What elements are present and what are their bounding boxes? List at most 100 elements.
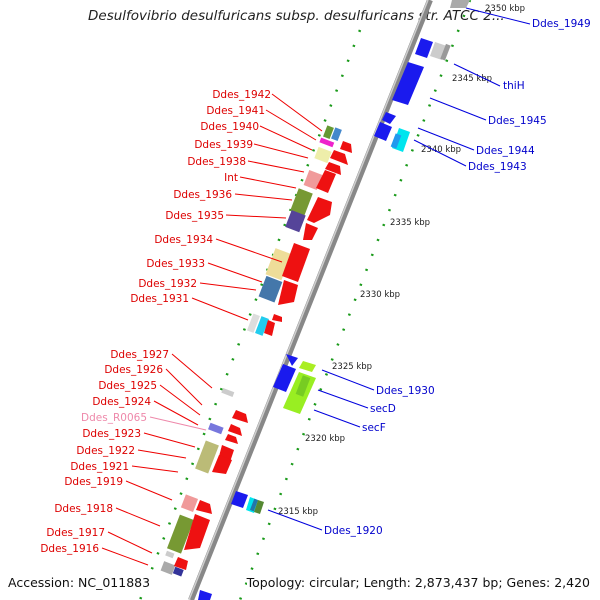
gene-label[interactable]: Ddes_1949 (532, 18, 591, 30)
right-labels: Ddes_1949 thiH Ddes_1945 Ddes_1944 Ddes_… (267, 7, 591, 537)
gene-block[interactable] (165, 550, 175, 559)
chromosome-backbone-highlight (188, 0, 429, 600)
gene-arrow[interactable] (307, 197, 332, 223)
gene-label[interactable]: Ddes_1932 (138, 278, 197, 290)
gene-arrow[interactable] (299, 361, 316, 372)
tick-track-left (138, 29, 362, 600)
gene-domain (249, 498, 259, 512)
gene-arrow[interactable] (174, 557, 188, 570)
gene-label[interactable]: Ddes_1941 (206, 105, 265, 117)
gene-label[interactable]: Ddes_1940 (200, 121, 259, 133)
kbp-label: 2320 kbp (305, 434, 345, 444)
gene-label[interactable]: Ddes_1923 (82, 428, 141, 440)
gene-label[interactable]: Ddes_1921 (70, 461, 129, 473)
gene-block[interactable] (255, 316, 269, 336)
gene-block[interactable] (180, 494, 199, 513)
gene-block[interactable] (195, 440, 219, 474)
gene-label[interactable]: Ddes_1933 (146, 258, 205, 270)
left-labels: Ddes_1942 Ddes_1941 Ddes_1940 Ddes_1939 … (40, 89, 323, 566)
kbp-label: 2315 kbp (278, 507, 318, 517)
gene-arrow[interactable] (196, 500, 212, 514)
gene-block[interactable] (172, 566, 184, 577)
gene-arrow[interactable] (415, 38, 433, 58)
gene-arrow[interactable] (382, 112, 396, 124)
gene-block[interactable] (258, 275, 283, 303)
gene-label[interactable]: Ddes_1924 (92, 396, 151, 408)
gene-label[interactable]: Ddes_1943 (468, 161, 527, 173)
gene-block[interactable] (323, 125, 334, 140)
gene-arrow[interactable] (254, 500, 264, 514)
kbp-label: 2330 kbp (360, 290, 400, 300)
gene-arrow[interactable] (212, 455, 232, 474)
gene-arrow[interactable] (325, 162, 341, 175)
gene-arrow[interactable] (198, 590, 212, 600)
gene-arrow[interactable] (184, 514, 210, 550)
gene-block[interactable] (290, 188, 313, 217)
gene-label[interactable]: Ddes_1920 (324, 525, 383, 537)
gene-arrow[interactable] (272, 314, 282, 322)
gene-label[interactable]: Ddes_1926 (104, 364, 163, 376)
gene-label[interactable]: Ddes_1944 (476, 145, 535, 157)
gene-label[interactable]: Ddes_1934 (154, 234, 213, 246)
gene-domain (390, 133, 402, 149)
gene-block[interactable] (208, 422, 224, 435)
gene-arrow[interactable] (340, 141, 352, 153)
gene-block[interactable] (314, 146, 332, 164)
gene-label[interactable]: thiH (503, 80, 525, 92)
gene-label[interactable]: Ddes_1922 (76, 445, 135, 457)
gene-block[interactable] (160, 561, 176, 575)
gene-block[interactable] (285, 210, 306, 233)
kbp-label: 2335 kbp (390, 218, 430, 228)
gene-arrow[interactable] (232, 410, 248, 423)
gene-block[interactable] (167, 514, 194, 554)
gene-label[interactable]: secF (362, 422, 386, 434)
gene-arrow[interactable] (231, 491, 248, 508)
gene-arrow[interactable] (264, 320, 275, 336)
gene-label[interactable]: Ddes_1936 (173, 189, 232, 201)
gene-arrow[interactable] (282, 243, 310, 282)
gene-label[interactable]: Ddes_1931 (130, 293, 189, 305)
gene-label[interactable]: Ddes_1945 (488, 115, 547, 127)
gene-arrow[interactable] (450, 0, 470, 8)
kbp-label: 2340 kbp (421, 145, 461, 155)
gene-arrow[interactable] (228, 424, 242, 436)
gene-label[interactable]: Int (224, 172, 238, 184)
gene-arrow[interactable] (286, 354, 298, 366)
gene-label[interactable]: Ddes_1917 (46, 527, 105, 539)
gene-label[interactable]: Ddes_1919 (64, 476, 123, 488)
gene-label[interactable]: Ddes_1927 (110, 349, 169, 361)
chromosome-backbone (188, 0, 433, 600)
gene-arrow[interactable] (303, 223, 318, 240)
gene-label[interactable]: Ddes_1918 (54, 503, 113, 515)
gene-label[interactable]: Ddes_1938 (187, 156, 246, 168)
topology-text: Topology: circular; Length: 2,873,437 bp… (246, 575, 590, 590)
gene-block[interactable] (265, 248, 292, 281)
gene-arrow[interactable] (330, 150, 348, 165)
gene-block[interactable] (221, 387, 235, 397)
left-strand-genes (160, 125, 352, 577)
kbp-label: 2345 kbp (452, 74, 492, 84)
kbp-label: 2350 kbp (485, 4, 525, 14)
gene-arrow[interactable] (316, 170, 336, 193)
gene-label[interactable]: Ddes_1930 (376, 385, 435, 397)
gene-block[interactable] (319, 137, 335, 148)
gene-arrow[interactable] (225, 434, 238, 444)
gene-arrow[interactable] (374, 122, 392, 141)
gene-label[interactable]: Ddes_1939 (194, 139, 253, 151)
gene-arrow[interactable] (278, 280, 298, 305)
gene-label[interactable]: Ddes_1942 (212, 89, 271, 101)
gene-arrow[interactable] (392, 62, 424, 105)
gene-arrow[interactable] (273, 364, 296, 392)
gene-domain (440, 43, 451, 61)
gene-label[interactable]: Ddes_1935 (165, 210, 224, 222)
gene-label[interactable]: secD (370, 403, 396, 415)
gene-block[interactable] (246, 313, 260, 333)
tick-track-right (238, 0, 472, 600)
gene-label[interactable]: Ddes_1916 (40, 543, 99, 555)
rna-label[interactable]: Ddes_R0065 (81, 412, 147, 424)
gene-label[interactable]: Ddes_1925 (98, 380, 157, 392)
genome-title: Desulfovibrio desulfuricans subsp. desul… (88, 8, 505, 24)
gene-block[interactable] (331, 127, 342, 142)
kbp-label: 2325 kbp (332, 362, 372, 372)
